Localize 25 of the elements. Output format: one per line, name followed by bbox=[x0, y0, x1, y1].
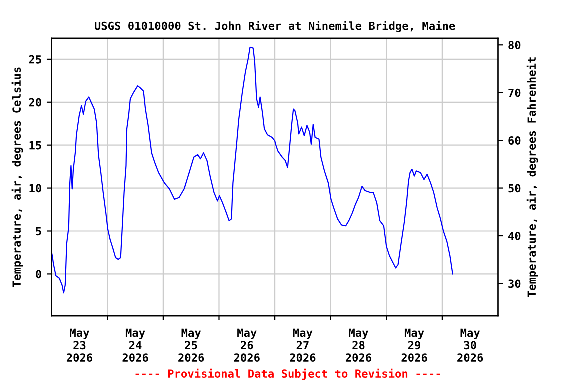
y2-axis-title: Temperature, air, degrees Fahrenheit bbox=[526, 58, 538, 298]
x-tick-label: May 28 2026 bbox=[346, 328, 372, 362]
y2-tick-label: 50 bbox=[508, 184, 521, 193]
y-tick-label: 5 bbox=[36, 227, 42, 236]
text: ---- Provisional Data Subject to Revision ---- bbox=[136, 368, 440, 380]
y-tick-label: 10 bbox=[30, 184, 42, 193]
x-tick-label: May 25 2026 bbox=[178, 328, 204, 362]
x-tick-label: May 24 2026 bbox=[122, 328, 148, 362]
y-tick-label: 0 bbox=[36, 270, 42, 279]
x-tick-label: May 23 2026 bbox=[66, 328, 93, 362]
x-tick-label: May 27 2026 bbox=[290, 328, 316, 362]
line-series bbox=[52, 46, 454, 294]
y2-tick-label: 80 bbox=[508, 41, 521, 50]
y2-tick-label: 60 bbox=[508, 136, 521, 145]
chart-title: USGS 01010000 St. John River at Ninemile Bridge, Maine bbox=[95, 21, 456, 32]
y2-tick-label: 40 bbox=[508, 232, 521, 240]
y-tick-label: 20 bbox=[29, 98, 42, 107]
x-tick-label: May 29 2026 bbox=[402, 328, 428, 362]
y-axis-title: Temperature, air, degrees Celsius bbox=[12, 68, 24, 288]
x-tick-label: May 26 2026 bbox=[234, 328, 260, 362]
x-tick-label: May 30 2026 bbox=[458, 328, 484, 362]
y2-tick-label: 30 bbox=[508, 280, 521, 288]
y2-tick-label: 70 bbox=[508, 88, 521, 98]
y-tick-label: 25 bbox=[29, 55, 42, 64]
y-tick-label: 15 bbox=[30, 141, 42, 150]
